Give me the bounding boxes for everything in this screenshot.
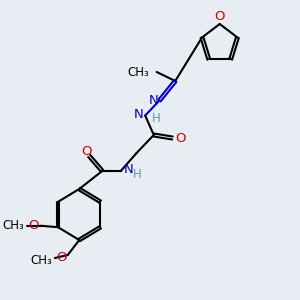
- Text: CH₃: CH₃: [2, 219, 24, 232]
- Text: N: N: [148, 94, 158, 107]
- Text: CH₃: CH₃: [30, 254, 52, 267]
- Text: O: O: [28, 219, 39, 232]
- Text: N: N: [134, 107, 144, 121]
- Text: O: O: [82, 145, 92, 158]
- Text: H: H: [133, 167, 142, 181]
- Text: O: O: [175, 131, 186, 145]
- Text: H: H: [152, 112, 161, 125]
- Text: O: O: [214, 10, 225, 23]
- Text: CH₃: CH₃: [128, 65, 149, 79]
- Text: O: O: [56, 251, 66, 264]
- Text: N: N: [124, 163, 134, 176]
